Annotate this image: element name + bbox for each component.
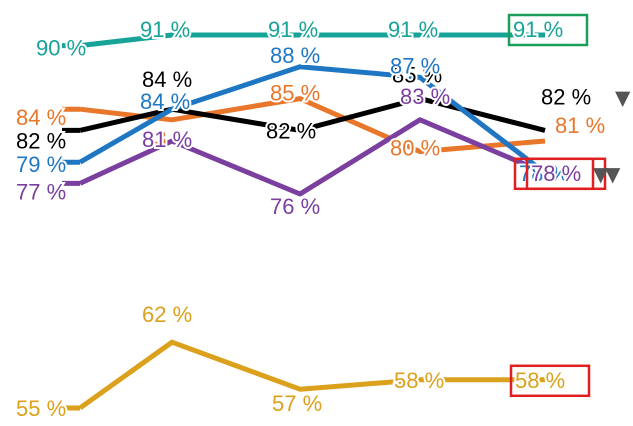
series-3-line [78, 64, 547, 175]
series-5-point-3-label: 58 % [394, 368, 444, 393]
highlight-box-3 [509, 364, 591, 398]
series-2-point-2-label: 82 % [266, 118, 316, 143]
series-5-point-0-label: 55 % [16, 396, 66, 421]
trend-down-marker-2: ▼ [605, 162, 621, 186]
series-3-point-3-label: 87 % [390, 53, 440, 78]
series-2-point-1-label: 84 % [142, 67, 192, 92]
series-1-point-1-label: 83 % [142, 126, 192, 151]
series-0-line [79, 32, 545, 49]
series-0-point-2-label: 91 % [268, 17, 318, 42]
series-0-point-1-label: 91 % [140, 17, 190, 42]
series-4-point-1-label: 81 % [142, 127, 192, 152]
series-4-point-3-label: 83 % [400, 84, 450, 109]
series-0-point-3-label: 91 % [388, 17, 438, 42]
series-2-point-4-label: 82 % [541, 84, 591, 109]
trend-down-marker-1: ▼ [593, 162, 609, 186]
series-5-point-4-label: 58 % [515, 368, 565, 393]
series-1-point-4-label: 81 % [555, 113, 605, 138]
series-4-point-2-label: 76 % [270, 194, 320, 219]
series-2-point-0-label: 82 % [16, 128, 66, 153]
series-2-point-3-label: 85 % [392, 63, 442, 88]
series-5-point-2-label: 57 % [272, 391, 322, 416]
series-4-point-4-label: 78 % [531, 161, 581, 186]
series-0-point-4-label: 91 % [513, 17, 563, 42]
series-4-line [78, 117, 546, 197]
highlight-box-2 [525, 157, 607, 191]
series-3-point-1-label: 84 % [140, 89, 190, 114]
series-4-point-0-label: 77 % [16, 179, 66, 204]
trend-down-marker-0: ▼ [615, 85, 631, 109]
series-5-point-1-label: 62 % [142, 302, 192, 327]
series-3-point-0-label: 79 % [16, 152, 66, 177]
series-0-point-0-label: 90 % [36, 36, 86, 61]
series-5-line [78, 339, 545, 411]
series-1-point-0-label: 84 % [16, 105, 66, 130]
series-1-point-3-label: 80 % [390, 136, 440, 161]
highlight-box-0 [507, 13, 589, 47]
series-1-point-2-label: 85 % [270, 81, 320, 106]
series-3-point-2-label: 88 % [270, 43, 320, 68]
